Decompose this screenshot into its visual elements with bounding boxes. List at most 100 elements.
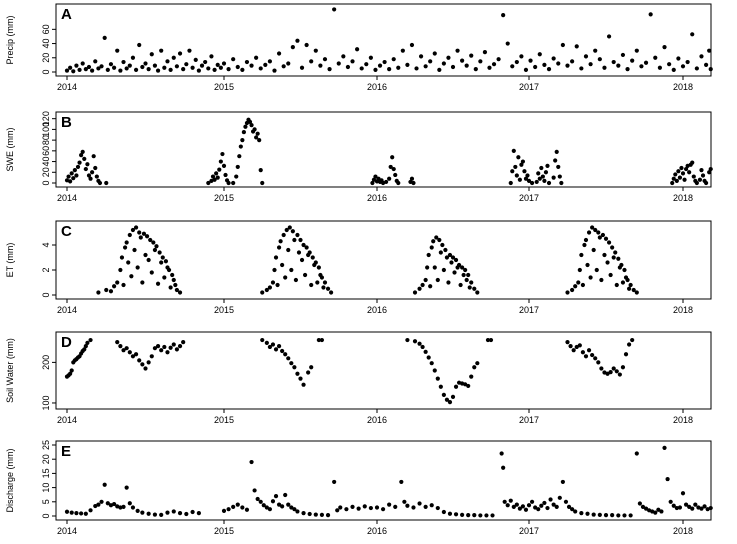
data-point	[83, 67, 88, 72]
data-point	[683, 502, 689, 507]
data-point	[93, 503, 98, 509]
data-point	[254, 55, 259, 60]
data-point	[373, 67, 378, 72]
data-point	[159, 48, 164, 53]
data-point	[537, 52, 542, 57]
x-tick-label: 2016	[367, 193, 387, 203]
data-point	[596, 230, 601, 235]
data-point	[573, 509, 578, 514]
data-point	[619, 262, 624, 268]
y-tick-label: 5	[41, 499, 51, 504]
data-point	[168, 67, 173, 72]
data-point	[149, 52, 154, 57]
data-point	[643, 506, 649, 511]
y-tick-label: 100	[41, 395, 51, 410]
panel-c: C ET (mm) 0 2 4 2014 2015 2016 2017 2018	[5, 220, 712, 315]
data-point	[523, 507, 529, 512]
data-point	[599, 277, 604, 283]
data-point	[501, 465, 506, 470]
data-point	[170, 272, 175, 278]
data-point	[622, 513, 627, 518]
data-point	[411, 505, 416, 510]
data-point	[133, 225, 139, 230]
data-point	[272, 68, 277, 73]
data-point	[420, 282, 425, 288]
data-point	[616, 256, 621, 261]
data-point	[124, 240, 129, 245]
data-point	[591, 247, 596, 253]
data-point	[83, 344, 88, 349]
y-tick-label: 0	[41, 69, 51, 74]
data-point	[513, 164, 518, 170]
data-point	[387, 502, 392, 507]
data-point	[304, 42, 309, 48]
data-point	[662, 445, 667, 450]
data-point	[393, 504, 398, 510]
data-point	[171, 509, 176, 514]
data-point	[568, 344, 573, 349]
data-point	[597, 57, 602, 62]
data-point	[699, 506, 704, 511]
data-point	[461, 272, 466, 278]
data-point	[368, 505, 373, 511]
data-point	[68, 371, 73, 376]
data-point	[444, 397, 450, 402]
data-point	[249, 123, 254, 128]
data-point	[257, 138, 262, 143]
data-point	[267, 507, 272, 512]
data-point	[551, 175, 556, 180]
data-point	[260, 290, 265, 295]
data-point	[464, 63, 469, 68]
data-point	[66, 174, 71, 179]
data-point	[488, 337, 494, 343]
data-point	[496, 57, 501, 62]
x-tick-label: 2017	[519, 415, 539, 425]
data-point	[149, 270, 154, 275]
data-point	[85, 340, 90, 345]
data-point	[177, 344, 183, 349]
data-point	[554, 504, 559, 510]
data-point	[168, 345, 173, 350]
data-point	[165, 59, 170, 64]
data-point	[283, 492, 288, 498]
data-point	[475, 290, 480, 295]
data-point	[338, 505, 343, 510]
data-point	[115, 48, 120, 53]
data-point	[293, 277, 299, 283]
x-tick-label: 2014	[57, 415, 77, 425]
data-point	[539, 165, 544, 171]
data-point	[472, 286, 477, 291]
data-point	[545, 505, 550, 511]
data-point	[74, 511, 79, 516]
data-point	[577, 267, 582, 273]
data-point	[96, 290, 101, 295]
data-point	[579, 252, 584, 258]
data-point	[657, 65, 663, 70]
data-point	[396, 180, 401, 186]
data-point	[377, 63, 383, 68]
data-point	[292, 365, 297, 370]
data-point	[146, 360, 151, 365]
data-point	[546, 67, 552, 72]
data-point	[528, 58, 533, 63]
data-point	[482, 49, 488, 55]
data-point	[510, 64, 515, 69]
data-point	[64, 509, 70, 514]
data-point	[240, 505, 245, 510]
data-point	[588, 62, 593, 67]
y-axis-label: Precip (mm)	[5, 15, 15, 64]
data-point	[434, 235, 439, 240]
data-point	[464, 277, 469, 283]
data-point	[122, 245, 128, 250]
data-point	[432, 51, 437, 56]
data-point	[466, 383, 471, 389]
data-point	[350, 504, 355, 510]
data-point	[517, 177, 522, 182]
data-point	[680, 171, 686, 176]
data-point	[520, 504, 526, 509]
data-point	[249, 459, 254, 465]
panel-frame	[55, 331, 712, 410]
data-point	[309, 282, 314, 288]
data-point	[627, 342, 632, 347]
